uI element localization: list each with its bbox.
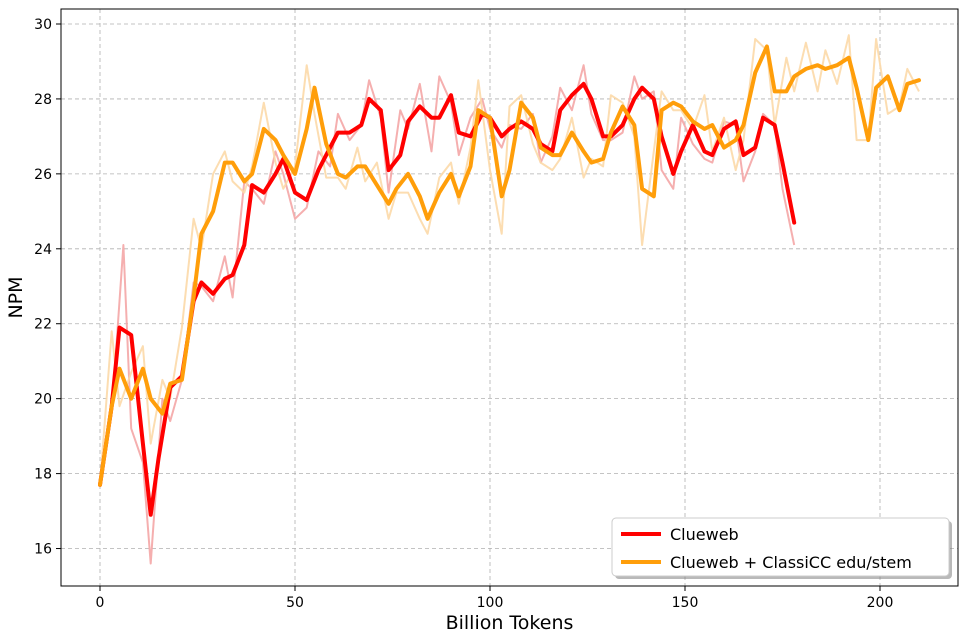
x-tick-label: 50: [286, 595, 304, 611]
y-tick-label: 22: [34, 317, 52, 333]
legend: Clueweb Clueweb + ClassiCC edu/stem: [611, 517, 952, 579]
x-tick-label: 100: [477, 595, 504, 611]
plot-frame: [60, 8, 959, 587]
x-axis-ticks: 0 50 100 150 200: [96, 586, 894, 611]
x-tick-label: 150: [672, 595, 699, 611]
y-tick-label: 20: [34, 392, 52, 408]
x-tick-label: 200: [867, 595, 894, 611]
raw-line-series-1: [99, 34, 920, 485]
smoothed-line-series-0: [98, 81, 797, 517]
legend-label: Clueweb + ClassiCC edu/stem: [670, 553, 912, 572]
smoothed-series-lines: [98, 44, 921, 517]
y-tick-label: 26: [34, 167, 52, 183]
y-axis-ticks: 16 18 20 22 24 26 28 30: [34, 17, 61, 558]
legend-box: [611, 517, 950, 577]
y-tick-label: 30: [34, 17, 52, 33]
legend-label: Clueweb: [670, 525, 739, 544]
y-tick-label: 28: [34, 92, 52, 108]
y-axis-title: NPM: [5, 276, 27, 318]
y-tick-label: 16: [34, 542, 52, 558]
y-tick-label: 24: [34, 242, 52, 258]
x-axis-title: Billion Tokens: [446, 612, 574, 634]
smoothed-line-series-1: [98, 44, 921, 487]
x-tick-label: 0: [96, 595, 105, 611]
y-tick-label: 18: [34, 467, 52, 483]
